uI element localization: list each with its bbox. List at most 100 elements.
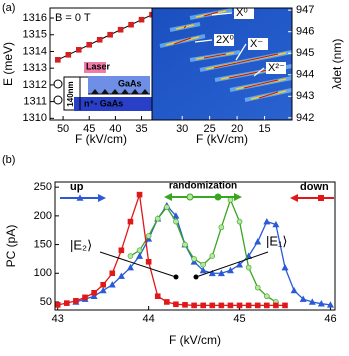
marker [64,300,70,306]
marker [272,220,280,228]
annotation: 2X⁰ [216,34,234,46]
marker [254,284,261,291]
marker [182,241,188,248]
marker [108,281,116,288]
marker [236,218,243,225]
y-tick-label: 1313 [23,62,47,74]
annotation-dot [173,274,179,280]
marker [263,217,271,225]
x-tick-label: 15 [258,123,270,135]
inset-dot [91,89,99,94]
marker [182,302,188,308]
marker [173,218,179,225]
marker [236,261,244,268]
annotation-box [266,62,286,74]
annotation-arrow [253,67,265,77]
annotation-dot [193,274,199,280]
legend-label: randomization [169,181,237,192]
marker [172,212,180,219]
y-tick-label: 946 [296,26,314,38]
legend-arrowhead [98,194,106,202]
marker [65,52,72,58]
marker [136,247,143,254]
annotation-arrow [99,251,177,278]
inset-gaas [88,76,150,94]
marker [75,46,82,53]
marker [126,263,134,271]
y-tick-label: 250 [34,181,52,193]
panel-label: (a) [2,2,15,14]
marker [208,269,216,277]
x-tick-label: 46 [324,313,336,325]
y-tick-label: 944 [296,69,314,81]
marker [199,266,207,274]
annotation: B = 0 T [55,12,91,24]
legend-marker [76,194,84,201]
marker [236,302,243,309]
marker [226,266,234,274]
marker [117,272,125,279]
inset-dot [141,89,149,94]
annotation: X²⁻ [268,62,285,74]
x-tick-label: 40 [109,123,121,135]
streak-core [213,53,279,69]
x-tick-label: 35 [135,123,147,135]
marker [164,299,170,305]
annotation-arrow [195,251,269,278]
marker [117,26,124,33]
y-tick-label: 943 [296,90,314,102]
marker [273,302,279,309]
x-axis-title: F (kV/cm) [169,333,221,347]
streak-core [183,25,187,29]
marker [254,238,262,245]
marker [264,302,270,309]
marker [317,300,325,307]
marker [82,294,88,301]
marker [326,301,334,308]
legend-arrowhead [290,194,298,202]
inset-dot [101,89,109,94]
marker [154,215,161,222]
marker [128,21,134,28]
inset-n-gaas [74,97,152,111]
inset-meter [53,95,63,105]
legend-marker [318,195,324,201]
y-tick-label: 1316 [23,12,47,24]
annotation: n⁺- GaAs [84,98,123,108]
marker [209,253,216,259]
x-tick-label: 45 [233,313,245,325]
marker [90,292,98,300]
y-tick-label: 942 [296,112,314,124]
legend-arrowhead [234,193,242,201]
inset-source [53,79,63,89]
marker [127,253,134,259]
inset-dot [121,89,129,94]
marker [145,258,152,265]
marker [290,286,298,294]
y-tick-label: 50 [40,296,52,308]
legend-marker [186,193,194,201]
x-axis-title: F (kV/cm) [75,132,127,146]
marker [227,302,234,309]
marker [136,252,144,259]
x-tick-label: 25 [204,123,216,135]
y-tick-label: 947 [296,4,314,16]
y-axis-title: λdet (nm) [330,39,344,90]
marker [145,233,152,239]
marker [136,191,143,198]
streak-core [203,11,219,17]
x-axis-title: F (kV/cm) [196,132,248,146]
legend-arrowhead [164,193,172,201]
annotation: GaAs [118,78,142,88]
marker [154,293,161,300]
marker [91,289,97,296]
x-tick-label: 43 [52,313,64,325]
inset-laser [84,62,106,73]
x-tick-label: 20 [231,123,243,135]
annotation-box [234,7,254,19]
x-tick-label: 30 [176,123,188,135]
marker [308,298,316,305]
inset-circuit [63,76,88,111]
marker [55,57,61,63]
